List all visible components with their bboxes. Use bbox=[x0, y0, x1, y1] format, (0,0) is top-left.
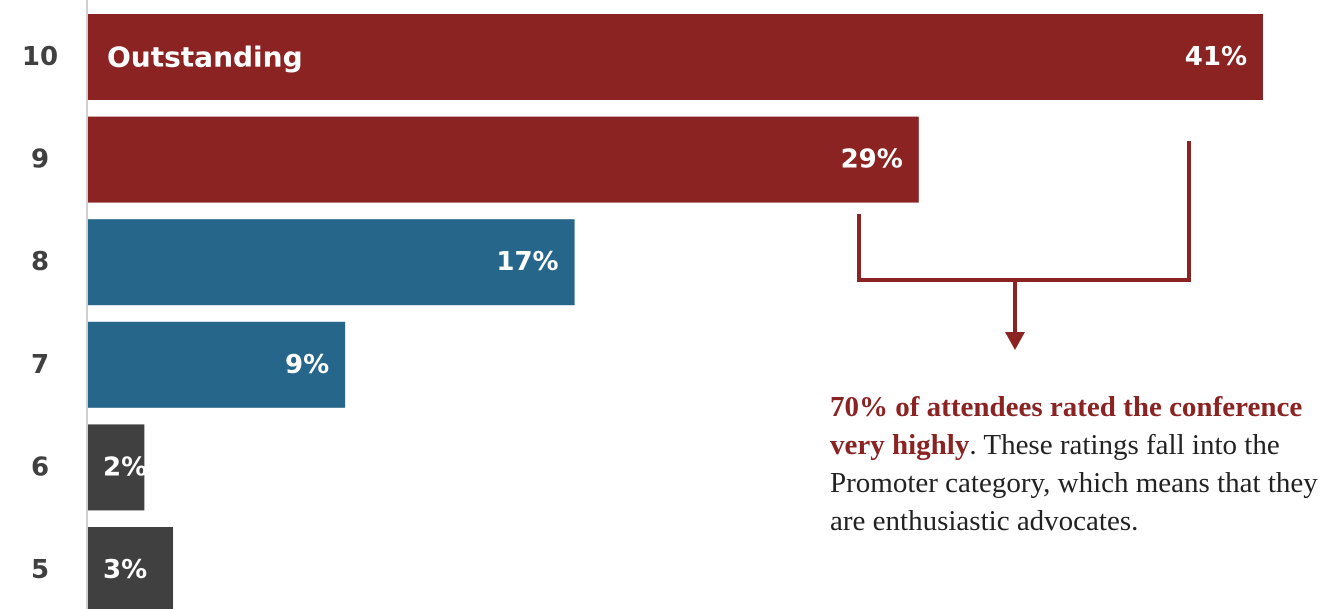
category-label-6: 6 bbox=[31, 452, 49, 482]
category-label-9: 9 bbox=[31, 145, 49, 175]
category-label-10: 10 bbox=[22, 42, 58, 72]
callout-bracket bbox=[857, 141, 1191, 350]
callout-text: 70% of attendees rated the conference ve… bbox=[830, 388, 1342, 540]
value-label-8: 17% bbox=[496, 247, 558, 277]
bars-group: 10 41% Outstanding 9 29% 8 17% 7 9% 6 2% 5 3% bbox=[22, 14, 1263, 609]
bar-9 bbox=[87, 116, 919, 203]
callout-rest: . These ratings fall into the Promoter c… bbox=[830, 429, 1318, 537]
category-label-5: 5 bbox=[31, 555, 49, 585]
bar-text-10: Outstanding bbox=[107, 41, 303, 74]
callout-highlight: 70% of attendees rated the conference ve… bbox=[830, 391, 1303, 461]
category-label-8: 8 bbox=[31, 247, 49, 277]
bar-7 bbox=[87, 321, 346, 408]
value-label-7: 9% bbox=[285, 350, 329, 380]
arrow-head bbox=[1005, 332, 1025, 350]
bar-8 bbox=[87, 219, 575, 306]
bar-5 bbox=[87, 527, 174, 609]
value-label-10: 41% bbox=[1185, 42, 1247, 72]
bar-6 bbox=[87, 424, 145, 511]
value-label-6: 2% bbox=[103, 452, 147, 482]
bar-10 bbox=[87, 14, 1263, 100]
value-label-9: 29% bbox=[841, 145, 903, 175]
value-label-5: 3% bbox=[103, 555, 147, 585]
category-label-7: 7 bbox=[31, 350, 49, 380]
